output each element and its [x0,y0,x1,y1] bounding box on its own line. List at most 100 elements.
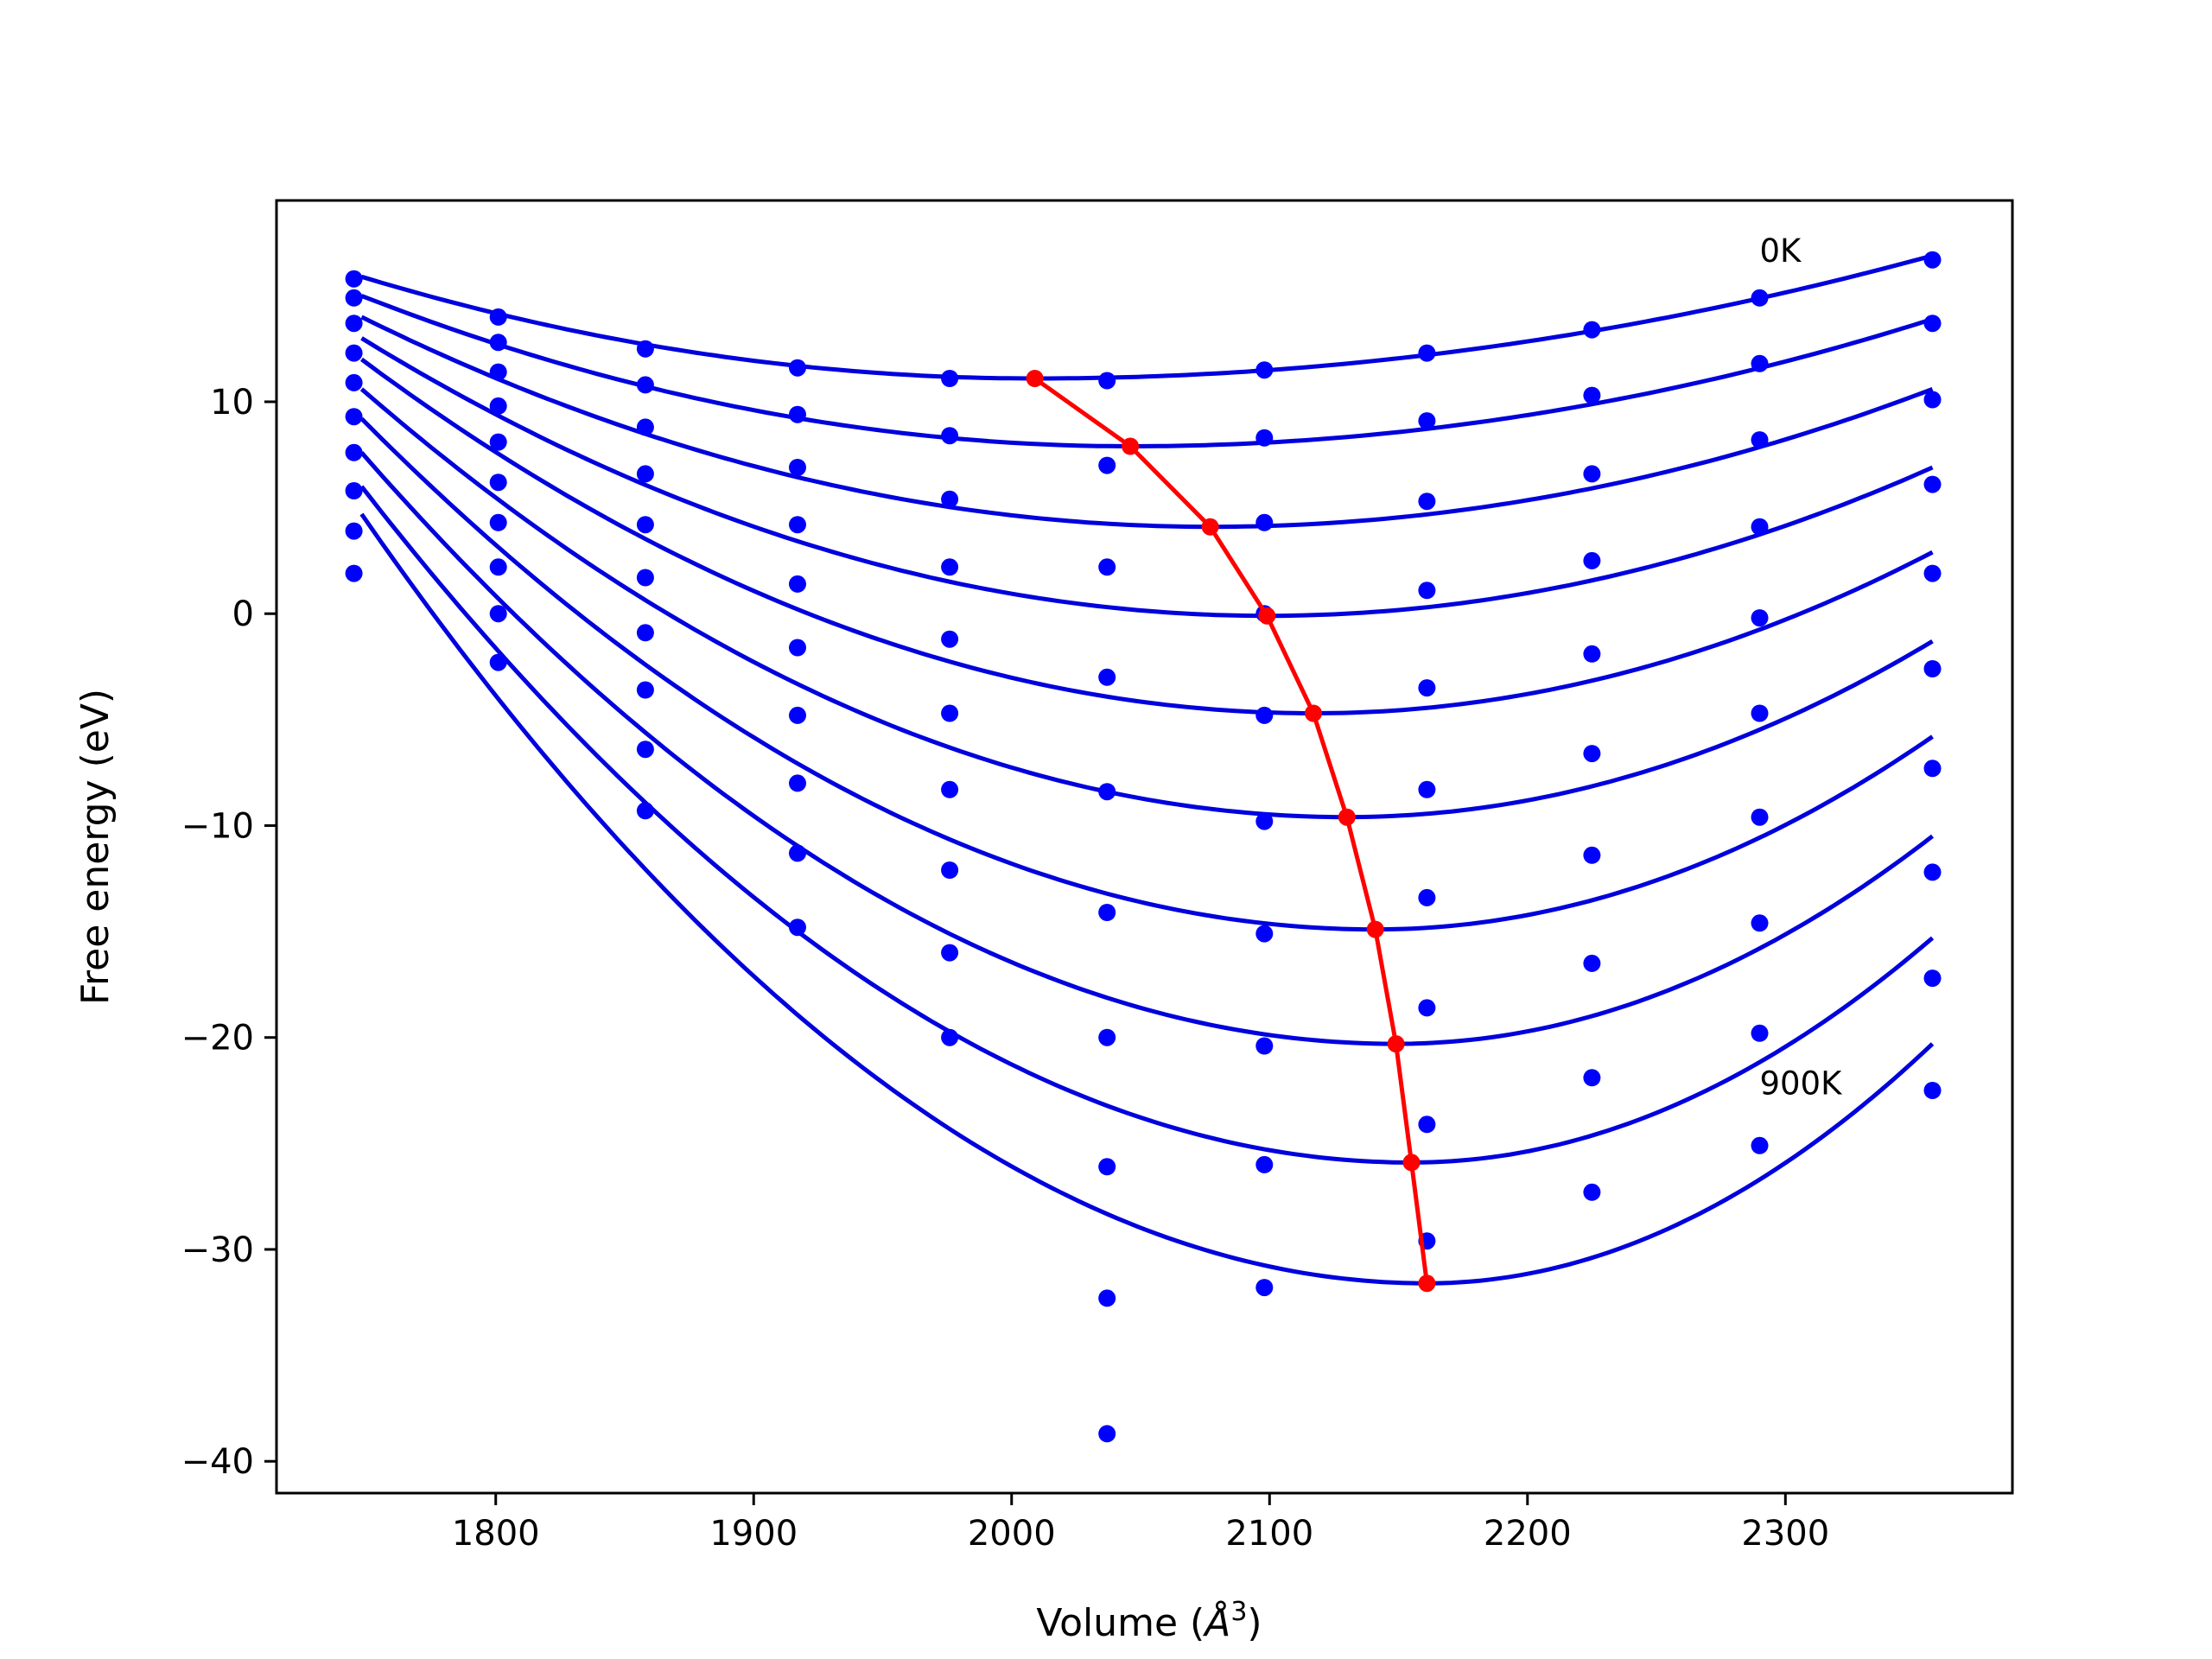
annotation-0: 0K [1759,232,1802,270]
annotation-1: 900K [1759,1065,1843,1103]
x-tick-label-3: 2100 [1225,1514,1313,1554]
minimum-point-2 [1201,518,1219,536]
data-point-5-3 [789,639,806,657]
data-point-5-7 [1418,780,1436,798]
data-point-1-6 [1255,429,1274,447]
axes-frame [275,199,2014,1495]
minimum-point-9 [1418,1274,1436,1293]
data-point-0-5 [1098,372,1116,390]
x-tick-label-1: 1900 [709,1514,798,1554]
data-point-3-5 [1098,668,1116,686]
data-point-8-9 [1751,1024,1769,1042]
data-point-7-10 [1923,863,1942,881]
data-point-8-5 [1098,1289,1116,1307]
minimum-point-8 [1402,1154,1421,1172]
data-point-6-5 [1098,1028,1116,1046]
data-point-0-6 [1255,361,1274,379]
minimum-point-5 [1338,808,1356,826]
fit-curve-8 [359,485,1935,1165]
data-point-6-1 [489,513,507,531]
data-point-1-3 [789,405,806,423]
data-point-7-8 [1583,954,1601,972]
data-point-3-7 [1418,582,1436,600]
y-tick-label-2: −10 [181,806,254,846]
data-point-6-10 [1923,760,1942,778]
data-point-1-10 [1923,315,1942,333]
minimum-point-1 [1122,437,1140,455]
data-point-1-4 [941,427,959,445]
minimum-line [1033,376,1429,1284]
data-point-9-10 [1923,1082,1942,1099]
data-point-0-7 [1418,344,1436,362]
minimum-point-4 [1305,704,1322,722]
fit-curve-6 [359,416,1934,932]
data-point-0-8 [1583,321,1601,339]
data-point-4-8 [1583,645,1601,663]
fit-curve-3 [360,336,1934,619]
data-point-2-10 [1923,391,1942,409]
data-point-9-4 [941,1028,959,1046]
data-point-9-1 [489,653,507,671]
data-point-0-9 [1751,289,1769,307]
data-point-3-10 [1923,475,1942,493]
minimum-point-6 [1366,920,1384,938]
data-point-4-5 [1098,783,1116,801]
data-point-2-6 [1255,513,1274,531]
data-point-2-0 [345,315,363,333]
y-tick-label-0: 10 [210,383,254,423]
y-tick-label-4: −30 [181,1230,254,1270]
data-point-6-2 [636,624,654,642]
x-tick-label-2: 2000 [968,1514,1056,1554]
x-tick-label-0: 1800 [452,1514,540,1554]
data-point-2-5 [1098,558,1116,576]
data-point-5-6 [1255,812,1274,830]
data-point-7-4 [941,861,959,879]
x-tick-label-4: 2200 [1484,1514,1572,1554]
data-point-0-0 [345,270,363,288]
fit-curve-0 [360,253,1934,381]
data-point-7-9 [1751,914,1769,932]
data-point-9-6 [1255,1279,1274,1297]
fit-curve-7 [359,451,1935,1046]
data-point-8-0 [345,522,363,540]
data-point-6-9 [1751,808,1769,826]
data-point-5-0 [345,408,363,426]
data-point-4-3 [789,575,806,593]
data-point-7-6 [1255,1037,1274,1055]
data-point-5-5 [1098,904,1116,921]
fit-curve-1 [360,294,1934,448]
x-tick-label-5: 2300 [1741,1514,1829,1554]
data-point-1-7 [1418,412,1436,430]
data-point-0-4 [941,370,959,387]
data-point-8-7 [1418,1116,1436,1134]
x-axis-label: Volume (Å3) [1036,1597,1262,1645]
data-point-6-7 [1418,888,1436,906]
data-point-4-6 [1255,706,1274,724]
data-point-6-8 [1583,846,1601,864]
data-point-7-2 [636,681,654,699]
y-axis-label: Free energy (eV) [73,689,118,1005]
data-point-3-9 [1751,518,1769,536]
data-point-9-2 [636,802,654,820]
x-axis: 1800 1900 2000 2100 2200 2300 [452,1493,1829,1554]
fit-curve-4 [360,357,1934,715]
data-point-0-2 [636,340,654,358]
data-point-3-2 [636,465,654,483]
data-point-7-1 [489,558,507,576]
data-point-1-1 [489,334,507,352]
data-point-2-3 [789,459,806,476]
minimum-point-7 [1387,1035,1405,1053]
data-point-3-0 [345,344,363,362]
data-point-5-8 [1583,745,1601,763]
annotations: 0K 900K [1759,232,1843,1103]
data-point-9-8 [1583,1183,1601,1201]
data-point-8-4 [941,944,959,962]
data-point-4-2 [636,516,654,534]
minimum-point-3 [1258,607,1276,625]
data-point-4-10 [1923,564,1942,582]
y-tick-label-1: 0 [232,594,254,634]
data-point-1-0 [345,289,363,307]
minimum-point-0 [1026,370,1044,387]
data-point-7-7 [1418,999,1436,1017]
